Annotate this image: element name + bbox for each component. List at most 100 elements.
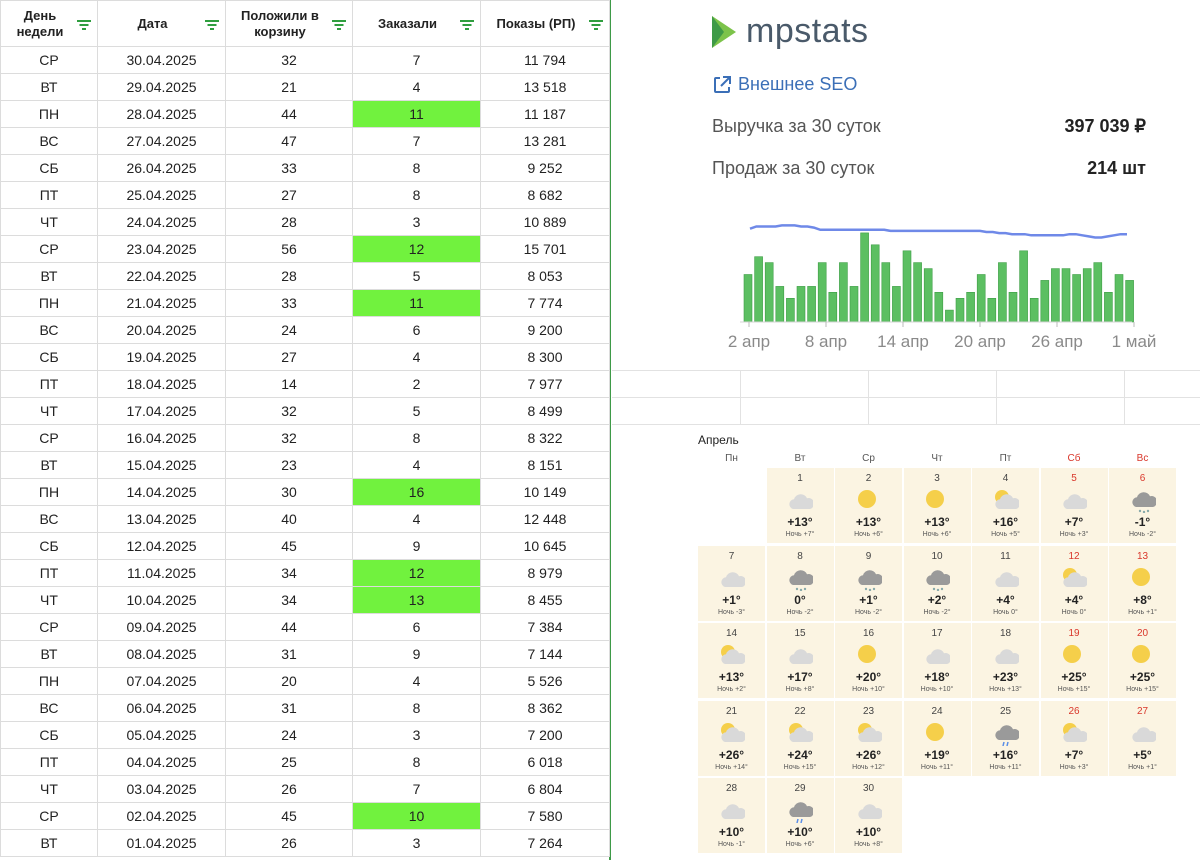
cell-date[interactable]: 26.04.2025 <box>97 154 226 182</box>
calendar-day[interactable]: 4 +16° Ночь +5° <box>972 468 1039 543</box>
column-header-date[interactable]: Дата <box>97 0 226 47</box>
cell-cart[interactable]: 56 <box>225 235 353 263</box>
cell-views[interactable]: 10 889 <box>480 208 610 236</box>
cell-date[interactable]: 22.04.2025 <box>97 262 226 290</box>
cell-date[interactable]: 09.04.2025 <box>97 613 226 641</box>
cell-views[interactable]: 8 322 <box>480 424 610 452</box>
cell-date[interactable]: 20.04.2025 <box>97 316 226 344</box>
cell-date[interactable]: 17.04.2025 <box>97 397 226 425</box>
calendar-day[interactable]: 28 +10° Ночь -1° <box>698 778 765 853</box>
cell-date[interactable]: 04.04.2025 <box>97 748 226 776</box>
cell-cart[interactable]: 30 <box>225 478 353 506</box>
calendar-day[interactable]: 12 +4° Ночь 0° <box>1040 545 1108 621</box>
cell-date[interactable]: 30.04.2025 <box>97 46 226 74</box>
cell-cart[interactable]: 33 <box>225 154 353 182</box>
cell-views[interactable]: 6 018 <box>480 748 610 776</box>
cell-cart[interactable]: 26 <box>225 829 353 857</box>
cell-cart[interactable]: 44 <box>225 100 353 128</box>
cell-views[interactable]: 8 053 <box>480 262 610 290</box>
cell-cart[interactable]: 28 <box>225 262 353 290</box>
cell-date[interactable]: 21.04.2025 <box>97 289 226 317</box>
calendar-day[interactable]: 7 +1° Ночь -3° <box>698 545 765 621</box>
calendar-day[interactable]: 19 +25° Ночь +15° <box>1040 623 1108 698</box>
cell-cart[interactable]: 26 <box>225 775 353 803</box>
filter-icon[interactable] <box>460 20 474 30</box>
calendar-day[interactable]: 2 +13° Ночь +6° <box>835 468 902 543</box>
cell-cart[interactable]: 27 <box>225 181 353 209</box>
cell-date[interactable]: 06.04.2025 <box>97 694 226 722</box>
cell-date[interactable]: 02.04.2025 <box>97 802 226 830</box>
cell-orders[interactable]: 4 <box>352 73 481 101</box>
cell-day[interactable]: СР <box>0 235 98 263</box>
cell-day[interactable]: СБ <box>0 154 98 182</box>
cell-cart[interactable]: 32 <box>225 397 353 425</box>
cell-cart[interactable]: 40 <box>225 505 353 533</box>
cell-cart[interactable]: 47 <box>225 127 353 155</box>
calendar-day[interactable]: 11 +4° Ночь 0° <box>972 545 1039 621</box>
cell-views[interactable]: 8 682 <box>480 181 610 209</box>
calendar-day[interactable]: 5 +7° Ночь +3° <box>1040 468 1108 543</box>
cell-date[interactable]: 15.04.2025 <box>97 451 226 479</box>
cell-orders[interactable]: 3 <box>352 208 481 236</box>
external-seo-link[interactable]: Внешнее SEO <box>712 74 857 95</box>
calendar-day[interactable]: 29 +10° Ночь +6° <box>766 778 834 853</box>
cell-day[interactable]: ВТ <box>0 262 98 290</box>
cell-day[interactable]: ЧТ <box>0 586 98 614</box>
cell-views[interactable]: 11 187 <box>480 100 610 128</box>
cell-day[interactable]: ВС <box>0 127 98 155</box>
cell-day[interactable]: ПН <box>0 478 98 506</box>
cell-day[interactable]: ЧТ <box>0 208 98 236</box>
cell-orders[interactable]: 8 <box>352 154 481 182</box>
filter-icon[interactable] <box>205 20 219 30</box>
column-header-cart[interactable]: Положили в корзину <box>225 0 353 47</box>
cell-day[interactable]: СР <box>0 613 98 641</box>
calendar-day[interactable]: 13 +8° Ночь +1° <box>1109 545 1176 621</box>
cell-views[interactable]: 7 264 <box>480 829 610 857</box>
cell-views[interactable]: 7 774 <box>480 289 610 317</box>
cell-cart[interactable]: 34 <box>225 559 353 587</box>
calendar-day[interactable]: 1 +13° Ночь +7° <box>766 468 834 543</box>
cell-orders[interactable]: 4 <box>352 505 481 533</box>
cell-orders[interactable]: 10 <box>352 802 481 830</box>
cell-orders[interactable]: 9 <box>352 640 481 668</box>
calendar-day[interactable]: 30 +10° Ночь +8° <box>835 778 902 853</box>
column-header-views[interactable]: Показы (РП) <box>480 0 610 47</box>
calendar-day[interactable]: 9 +1° Ночь -2° <box>835 545 902 621</box>
cell-date[interactable]: 03.04.2025 <box>97 775 226 803</box>
cell-day[interactable]: ПН <box>0 289 98 317</box>
calendar-day[interactable]: 25 +16° Ночь +11° <box>972 700 1039 776</box>
cell-views[interactable]: 10 149 <box>480 478 610 506</box>
cell-orders[interactable]: 6 <box>352 613 481 641</box>
cell-date[interactable]: 14.04.2025 <box>97 478 226 506</box>
cell-cart[interactable]: 32 <box>225 424 353 452</box>
cell-day[interactable]: ПН <box>0 100 98 128</box>
cell-day[interactable]: ВТ <box>0 73 98 101</box>
cell-cart[interactable]: 24 <box>225 316 353 344</box>
cell-day[interactable]: ВС <box>0 505 98 533</box>
cell-day[interactable]: ВТ <box>0 640 98 668</box>
cell-orders[interactable]: 8 <box>352 181 481 209</box>
calendar-day[interactable]: 10 +2° Ночь -2° <box>903 545 971 621</box>
cell-views[interactable]: 5 526 <box>480 667 610 695</box>
cell-date[interactable]: 16.04.2025 <box>97 424 226 452</box>
cell-day[interactable]: СР <box>0 46 98 74</box>
cell-day[interactable]: ВС <box>0 316 98 344</box>
cell-views[interactable]: 13 518 <box>480 73 610 101</box>
cell-orders[interactable]: 4 <box>352 343 481 371</box>
cell-cart[interactable]: 28 <box>225 208 353 236</box>
cell-orders[interactable]: 6 <box>352 316 481 344</box>
column-header-orders[interactable]: Заказали <box>352 0 481 47</box>
cell-cart[interactable]: 24 <box>225 721 353 749</box>
cell-orders[interactable]: 12 <box>352 559 481 587</box>
calendar-day[interactable]: 16 +20° Ночь +10° <box>835 623 902 698</box>
cell-date[interactable]: 08.04.2025 <box>97 640 226 668</box>
cell-views[interactable]: 7 144 <box>480 640 610 668</box>
cell-cart[interactable]: 25 <box>225 748 353 776</box>
cell-views[interactable]: 12 448 <box>480 505 610 533</box>
cell-orders[interactable]: 7 <box>352 127 481 155</box>
cell-day[interactable]: ЧТ <box>0 775 98 803</box>
cell-day[interactable]: ЧТ <box>0 397 98 425</box>
cell-orders[interactable]: 12 <box>352 235 481 263</box>
cell-orders[interactable]: 8 <box>352 748 481 776</box>
cell-cart[interactable]: 32 <box>225 46 353 74</box>
